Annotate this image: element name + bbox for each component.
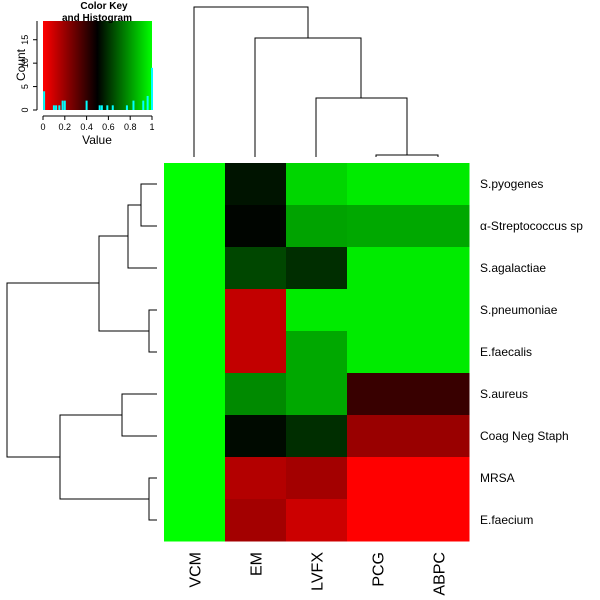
x-tick-label: 0.4 (80, 122, 93, 132)
x-tick-label: 0.6 (102, 122, 115, 132)
row-dendro-branch (59, 414, 149, 500)
heatmap-cell (164, 373, 226, 416)
heatmap-cell (225, 205, 287, 248)
heatmap-cell (164, 415, 226, 458)
y-tick-label: 0 (20, 107, 30, 112)
row-label: Coag Neg Staph (480, 429, 569, 443)
heatmap-cell (408, 331, 470, 374)
heatmap-cell (286, 205, 348, 248)
column-label: VCM (188, 552, 205, 588)
heatmap-cell (286, 289, 348, 332)
col-dendro-branch (315, 97, 408, 157)
row-labels: S.pyogenes α-Streptococcus sp S.agalactiae… (480, 177, 583, 527)
heatmap-cell (225, 415, 287, 458)
heatmap-cell (286, 163, 348, 206)
heatmap-cell (408, 247, 470, 290)
column-dendrogram (193, 6, 439, 157)
heatmap-cell (408, 499, 470, 542)
row-dendro-branch (127, 204, 157, 269)
heatmap-cell (408, 163, 470, 206)
row-dendro-branch (121, 393, 157, 437)
heatmap-cells (164, 163, 470, 542)
heatmap-cell (408, 289, 470, 332)
heatmap-cell (347, 205, 409, 248)
color-key-title-line1: Color Key (80, 1, 128, 12)
heatmap-cell (408, 457, 470, 500)
row-label: S.agalactiae (480, 261, 546, 275)
color-key-title-line2: and Histogram (62, 13, 132, 24)
row-dendro-branch (140, 183, 157, 227)
color-key-gradient (43, 21, 152, 110)
heatmap-cell (347, 331, 409, 374)
heatmap-cell (286, 457, 348, 500)
column-label: EM (249, 552, 266, 576)
heatmap-cell (347, 457, 409, 500)
heatmap-cell (164, 457, 226, 500)
heatmap-cell (164, 331, 226, 374)
row-dendro-branch (98, 235, 149, 332)
row-dendro-branch (148, 477, 157, 521)
row-dendro-branch (148, 309, 157, 353)
column-label: ABPC (432, 552, 449, 596)
heatmap-cell (164, 247, 226, 290)
heatmap-cell (408, 205, 470, 248)
heatmap-cell (286, 415, 348, 458)
heatmap-cell (286, 373, 348, 416)
x-tick-label: 1 (149, 122, 154, 132)
heatmap-cell (225, 163, 287, 206)
heatmap-cell (164, 499, 226, 542)
row-label: S.pneumoniae (480, 303, 558, 317)
histogram-bars (43, 67, 153, 110)
heatmap-cell (225, 457, 287, 500)
column-label: LVFX (310, 552, 327, 591)
heatmap-cell (347, 163, 409, 206)
row-dendro-branch (6, 282, 99, 458)
row-label: S.pyogenes (480, 177, 543, 191)
heatmap-cell (286, 499, 348, 542)
heatmap-cell (164, 289, 226, 332)
heatmap-cell (408, 373, 470, 416)
heatmap-cell (347, 415, 409, 458)
heatmap-cell (286, 247, 348, 290)
y-tick-label: 10 (20, 58, 30, 68)
row-label: MRSA (480, 471, 515, 485)
row-label: E.faecalis (480, 345, 532, 359)
color-key: Color Key and Histogram 0 0.2 0.4 0.6 0.8 1 0… (14, 1, 155, 147)
col-dendro-branch (375, 154, 439, 157)
heatmap-cell (225, 499, 287, 542)
heatmap-cell (164, 163, 226, 206)
heatmap-cell (225, 373, 287, 416)
heatmap-cell (347, 247, 409, 290)
x-tick-label: 0.8 (124, 122, 137, 132)
column-label: PCG (371, 552, 388, 587)
heatmap-cell (225, 331, 287, 374)
y-tick-label: 15 (20, 35, 30, 45)
y-axis-label: Count (14, 48, 28, 81)
row-label: S.aureus (480, 387, 528, 401)
heatmap-cell (225, 247, 287, 290)
x-tick-label: 0.2 (59, 122, 72, 132)
col-dendro-branch (193, 6, 309, 157)
heatmap-cell (347, 373, 409, 416)
heatmap-cell (164, 205, 226, 248)
row-label: E.faecium (480, 513, 533, 527)
y-tick-label: 5 (20, 84, 30, 89)
heatmap-cell (225, 289, 287, 332)
x-tick-label: 0 (40, 122, 45, 132)
y-ticks: 0 5 10 15 (20, 35, 37, 113)
x-axis-label: Value (82, 133, 112, 147)
heatmap-cell (286, 331, 348, 374)
row-dendrogram (6, 183, 157, 521)
x-ticks: 0 0.2 0.4 0.6 0.8 1 (40, 116, 155, 132)
row-label: α-Streptococcus sp (480, 219, 583, 233)
column-labels: VCM EM LVFX PCG ABPC (188, 552, 449, 596)
heatmap-cell (408, 415, 470, 458)
heatmap-cell (347, 499, 409, 542)
heatmap-cell (347, 289, 409, 332)
